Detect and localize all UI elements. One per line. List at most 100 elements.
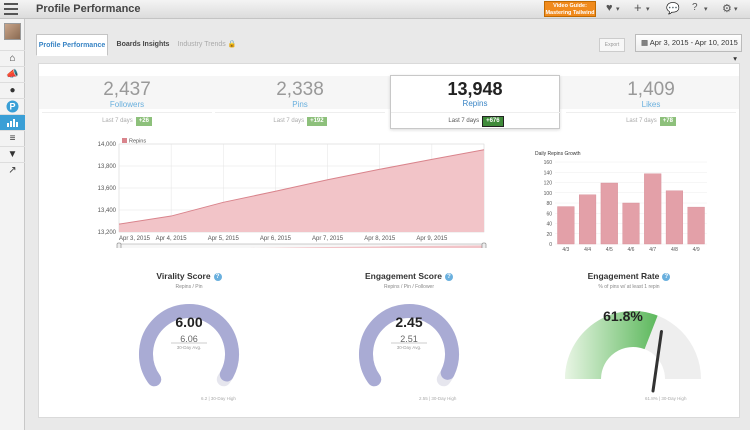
sidebar: ⌂ 📣 ● P ≡ ▼ ↗ (0, 19, 25, 430)
legend-swatch (122, 138, 127, 143)
help-icon[interactable]: ? (662, 273, 671, 281)
x-tick-label: Apr 7, 2015 (312, 236, 344, 242)
bar (687, 206, 705, 245)
pinterest-icon[interactable]: P (0, 98, 25, 114)
stat-likes: 1,409 Likes Last 7 days +78 (566, 76, 736, 128)
x-tick-label: Apr 3, 2015 (119, 236, 151, 242)
engagement-score-high: 2.55 | 30-Day High (419, 396, 457, 401)
bar (579, 194, 597, 245)
x-tick-label: Apr 6, 2015 (260, 236, 292, 242)
y-tick-label: 120 (544, 181, 553, 187)
avatar[interactable] (4, 23, 21, 40)
stat-followers: 2,437 Followers Last 7 days +26 (42, 76, 212, 128)
virality-score-title: Virality Score? (109, 271, 269, 281)
bar (665, 190, 683, 245)
delta-badge: +192 (307, 117, 327, 126)
date-range-picker[interactable]: ▦ Apr 3, 2015 - Apr 10, 2015 ▾ (635, 34, 742, 63)
tab-profile-performance[interactable]: Profile Performance (36, 34, 108, 56)
help-icon[interactable]: ? (213, 273, 222, 281)
y-tick-label: 160 (544, 160, 553, 166)
y-tick-label: 60 (546, 211, 552, 217)
chevron-down-icon[interactable]: ▾ (734, 6, 738, 13)
globe-icon[interactable]: ● (0, 82, 25, 98)
home-icon[interactable]: ⌂ (0, 50, 25, 66)
lock-icon: 🔒 (227, 41, 237, 48)
tab-industry-trends[interactable]: Industry Trends 🔒 (177, 41, 237, 48)
x-tick-label: 4/6 (628, 247, 635, 253)
engagement-score-value: 2.45 (395, 314, 423, 330)
chat-icon[interactable]: 💬 (666, 3, 680, 15)
virality-score-value: 6.00 (175, 314, 203, 330)
dashboard-panel: 2,437 Followers Last 7 days +26 2,338 Pin… (38, 63, 740, 418)
delta-badge: +78 (659, 117, 676, 126)
engagement-rate-subtitle: % of pins w/ at least 1 repin (598, 284, 660, 290)
list-icon[interactable]: ≡ (0, 130, 25, 146)
engagement-score-avg-label: 30-Day Avg. (396, 345, 422, 350)
export-button[interactable]: Export (599, 38, 625, 52)
calendar-icon: ▦ (641, 38, 649, 47)
engagement-rate-value: 61.8% (603, 308, 643, 324)
chevron-down-icon[interactable]: ▾ (616, 6, 620, 13)
y-tick-label: 40 (546, 222, 552, 228)
y-tick-label: 13,200 (98, 230, 117, 236)
x-tick-label: 4/7 (649, 247, 656, 253)
page-title: Profile Performance (36, 3, 141, 15)
repins-area (119, 149, 484, 232)
navigator-handle-right[interactable] (481, 242, 487, 248)
bar (600, 182, 618, 245)
navigator-series (249, 245, 484, 248)
video-guide-button[interactable]: Video Guide: Mastering Tailwind (544, 1, 596, 17)
menu-icon[interactable] (4, 3, 18, 15)
legend-label: Repins (129, 139, 146, 145)
score-gauges (139, 304, 701, 393)
x-tick-label: 4/3 (562, 247, 569, 253)
bar (622, 202, 640, 245)
chevron-down-icon[interactable]: ▾ (704, 6, 708, 13)
y-tick-label: 20 (546, 232, 552, 238)
main-content: Profile Performance Boards Insights Indu… (26, 19, 750, 430)
tabs-row: Profile Performance Boards Insights Indu… (36, 34, 742, 63)
virality-score-avg: 6.06 (180, 334, 198, 344)
repins-line (118, 149, 485, 225)
x-tick-label: 4/4 (584, 247, 591, 253)
y-tick-label: 13,400 (98, 208, 117, 214)
engagement-score-title: Engagement Score? (329, 271, 489, 281)
x-tick-label: 4/9 (693, 247, 700, 253)
chevron-down-icon[interactable]: ▾ (646, 6, 650, 13)
y-tick-label: 100 (544, 191, 553, 197)
y-tick-label: 140 (544, 170, 553, 176)
navigator-handle-left[interactable] (116, 242, 122, 248)
gear-icon[interactable]: ⚙ (722, 3, 732, 15)
bar (644, 173, 662, 245)
delta-badge: +26 (135, 117, 152, 126)
virality-score-avg-label: 30-Day Avg. (176, 345, 202, 350)
megaphone-icon[interactable]: 📣 (0, 66, 25, 82)
bar-chart-title: Daily Repins Growth (535, 151, 581, 157)
tab-boards-insights[interactable]: Boards Insights (116, 41, 170, 48)
daily-repins-bar-chart: Daily Repins Growth 160 140 120 100 80 60 40 20 0… (535, 151, 707, 253)
help-icon[interactable]: ? (692, 2, 698, 13)
stats-strip (39, 76, 739, 109)
y-tick-label: 13,800 (98, 164, 117, 170)
top-bar: Profile Performance Video Guide: Masteri… (0, 0, 750, 19)
rate-gauge-fill (565, 311, 658, 379)
x-tick-label: 4/8 (671, 247, 678, 253)
filter-icon[interactable]: ▼ (0, 146, 25, 162)
x-tick-label: Apr 9, 2015 (416, 236, 448, 242)
bar (557, 206, 575, 245)
x-tick-label: Apr 8, 2015 (364, 236, 396, 242)
trend-icon[interactable]: ↗ (0, 162, 25, 178)
chevron-down-icon: ▾ (733, 54, 737, 63)
analytics-icon[interactable] (0, 114, 25, 130)
stat-pins: 2,338 Pins Last 7 days +192 (215, 76, 385, 128)
heart-icon[interactable]: ♥ (606, 2, 613, 14)
help-icon[interactable]: ? (445, 273, 453, 281)
y-tick-label: 13,600 (98, 186, 117, 192)
x-tick-label: Apr 5, 2015 (208, 236, 240, 242)
stat-repins: 13,948 Repins Last 7 days +676 (390, 75, 561, 129)
gauge-fill (139, 304, 239, 387)
y-tick-label: 0 (549, 242, 552, 248)
plus-icon[interactable]: + (634, 0, 642, 15)
x-tick-label: 4/5 (606, 247, 613, 253)
